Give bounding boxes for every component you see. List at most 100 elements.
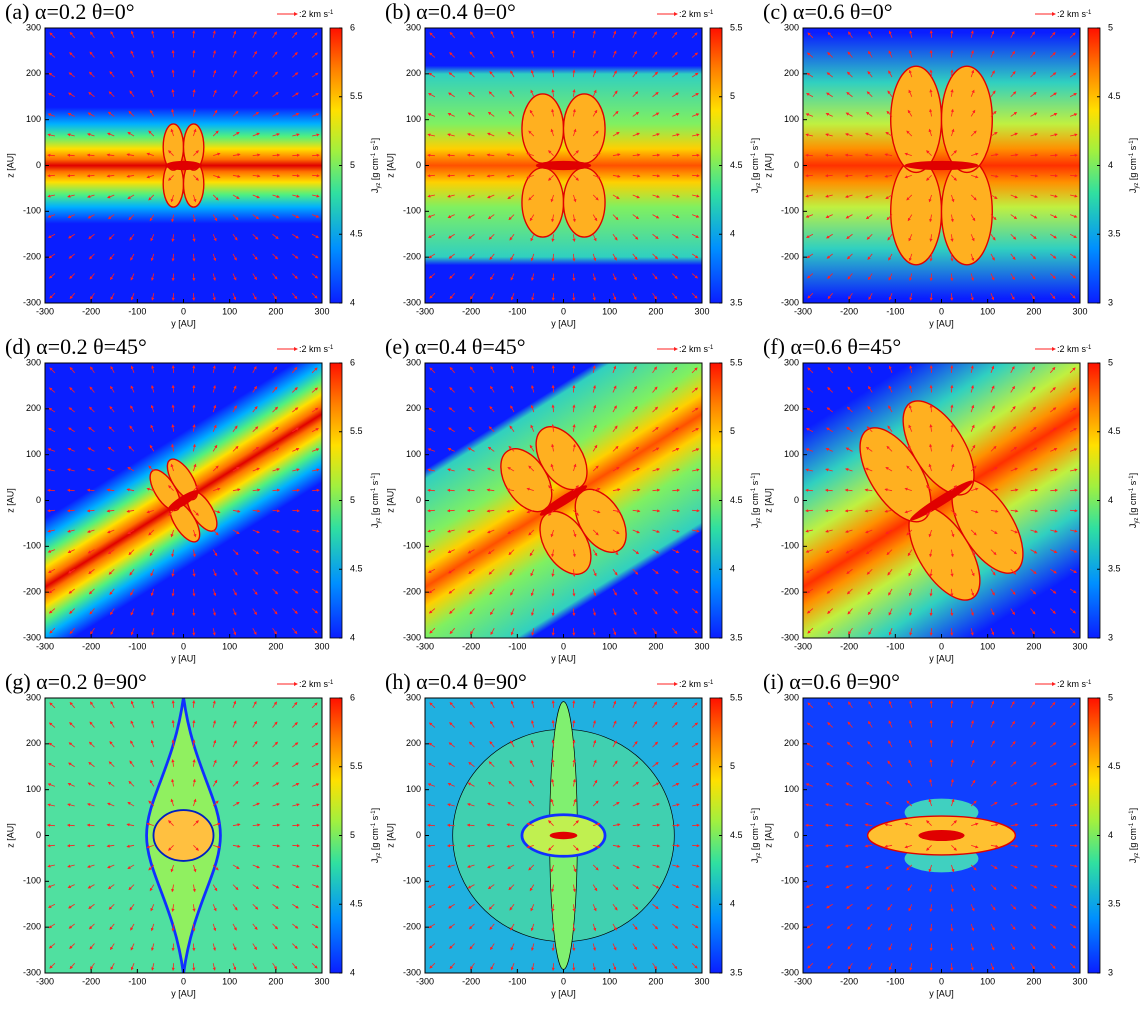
velocity-arrow	[573, 293, 574, 300]
y-axis-label: z [AU]	[763, 488, 773, 513]
vector-key-part: :2 km s	[679, 344, 709, 354]
x-tick-label: 200	[268, 641, 283, 651]
colorbar-tick-label: 3.5	[730, 632, 743, 642]
colorbar-label-part: [g cm	[370, 828, 380, 853]
x-axis-label: y [AU]	[551, 318, 576, 328]
y-axis-label: z [AU]	[5, 823, 15, 848]
velocity-arrow	[193, 366, 194, 373]
x-tick-label: -100	[886, 976, 904, 986]
vector-key-part: -1	[1086, 10, 1092, 16]
colorbar-tick-label: 5.5	[350, 91, 363, 101]
colorbar-tick-label: 4.5	[1108, 761, 1121, 771]
panel: -300-200-1000100200300-300-200-100010020…	[763, 669, 1140, 998]
x-tick-label: -100	[508, 976, 526, 986]
velocity-arrow	[173, 628, 174, 635]
y-tick-label: 100	[784, 449, 799, 459]
colorbar-label-part: ]	[370, 808, 380, 811]
y-tick-label: 100	[406, 114, 421, 124]
vector-key-part: -1	[1086, 680, 1092, 686]
vector-key-part: :2 km s	[299, 344, 329, 354]
x-tick-label: 0	[181, 306, 186, 316]
x-tick-label: 300	[1072, 641, 1087, 651]
y-tick-label: 100	[406, 784, 421, 794]
velocity-arrow	[428, 175, 435, 176]
disk-band	[0, 0, 461, 373]
y-tick-label: 0	[794, 830, 799, 840]
colorbar-tick-label: 3.5	[730, 967, 743, 977]
colorbar-tick-label: 5	[1108, 357, 1113, 367]
x-tick-label: 0	[561, 306, 566, 316]
colorbar-tick-label: 4.5	[730, 160, 743, 170]
velocity-arrow	[193, 628, 194, 635]
panel-title: (d) α=0.2 θ=45°	[5, 334, 147, 359]
vector-key-label: :2 km s-1	[299, 679, 334, 689]
x-tick-label: 0	[561, 641, 566, 651]
velocity-arrow	[312, 155, 319, 156]
vector-key-part: -1	[708, 345, 714, 351]
colorbar-tick-label: 6	[350, 692, 355, 702]
colorbar-tick-label: 3.5	[1108, 899, 1121, 909]
x-tick-label: 300	[694, 306, 709, 316]
panel: -300-200-1000100200300-300-200-100010020…	[385, 669, 762, 998]
x-tick-label: -200	[462, 976, 480, 986]
y-tick-label: -100	[781, 876, 799, 886]
x-tick-label: 200	[648, 641, 663, 651]
velocity-arrow	[553, 293, 554, 300]
colorbar-label-part: [g cm	[370, 158, 380, 183]
core	[153, 810, 213, 861]
velocity-arrow	[692, 490, 699, 491]
velocity-arrow	[573, 31, 574, 38]
x-tick-label: -300	[416, 641, 434, 651]
y-tick-label: 0	[36, 160, 41, 170]
y-tick-label: 0	[794, 495, 799, 505]
vector-key-label: :2 km s-1	[1057, 344, 1092, 354]
y-tick-label: -300	[403, 967, 421, 977]
y-tick-label: 100	[784, 114, 799, 124]
x-tick-label: 100	[222, 976, 237, 986]
x-tick-label: -100	[128, 641, 146, 651]
y-tick-label: 200	[784, 68, 799, 78]
velocity-arrow	[806, 845, 813, 846]
colorbar-tick-label: 3.5	[1108, 564, 1121, 574]
x-axis-label: y [AU]	[171, 988, 196, 998]
velocity-arrow	[553, 701, 554, 708]
colorbar-tick-label: 4.5	[350, 899, 363, 909]
vector-key-part: :2 km s	[299, 9, 329, 19]
x-axis-label: y [AU]	[551, 653, 576, 663]
colorbar-tick-label: 4.5	[730, 495, 743, 505]
field	[665, 0, 1145, 373]
velocity-arrow	[173, 31, 174, 38]
x-tick-label: -200	[840, 306, 858, 316]
x-tick-label: -200	[840, 641, 858, 651]
figure: -300-200-1000100200300-300-200-100010020…	[0, 0, 1145, 1015]
y-tick-label: 100	[26, 114, 41, 124]
y-axis-label: z [AU]	[5, 488, 15, 513]
colorbar-tick-label: 4.5	[350, 564, 363, 574]
y-tick-label: -100	[23, 206, 41, 216]
velocity-arrow	[312, 490, 319, 491]
core	[550, 832, 578, 839]
x-tick-label: -200	[82, 306, 100, 316]
colorbar-label-part: ]	[370, 473, 380, 476]
y-tick-label: 0	[416, 495, 421, 505]
x-tick-label: 100	[602, 306, 617, 316]
velocity-arrow	[553, 366, 554, 373]
x-tick-label: -300	[416, 976, 434, 986]
x-tick-label: -100	[508, 306, 526, 316]
velocity-arrow	[951, 701, 952, 708]
colorbar-label: Jyz [g cm-1 s-1]	[1128, 138, 1139, 193]
colorbar-tick-label: 5	[350, 160, 355, 170]
vector-key-part: :2 km s	[679, 9, 709, 19]
vector-key-label: :2 km s-1	[1057, 9, 1092, 19]
velocity-arrow	[173, 293, 174, 300]
x-tick-label: 100	[222, 306, 237, 316]
velocity-arrow	[193, 293, 194, 300]
x-axis-label: y [AU]	[929, 988, 954, 998]
x-tick-label: -100	[886, 306, 904, 316]
vector-key-part: :2 km s	[679, 679, 709, 689]
vector-key-label: :2 km s-1	[679, 679, 714, 689]
y-tick-label: -100	[403, 541, 421, 551]
vector-key-part: -1	[708, 680, 714, 686]
colorbar-tick-label: 3.5	[1108, 229, 1121, 239]
colorbar-tick-label: 5	[730, 91, 735, 101]
